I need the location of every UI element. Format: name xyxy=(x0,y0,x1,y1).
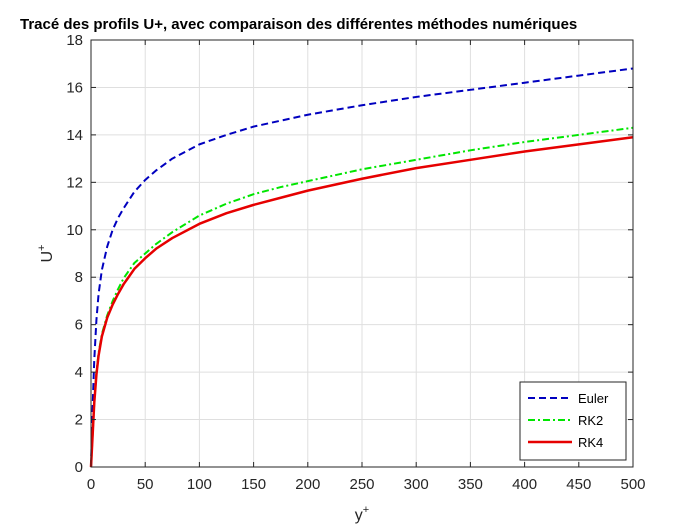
y-axis-label: U+ xyxy=(36,245,56,263)
legend-box xyxy=(519,381,627,461)
chart-title: Tracé des profils U+, avec comparaison d… xyxy=(20,16,578,33)
x-tick-label: 200 xyxy=(295,476,320,493)
y-tick-label: 14 xyxy=(66,127,83,144)
legend-label-euler: Euler xyxy=(578,391,609,406)
y-axis-label-text: U xyxy=(39,251,56,263)
x-tick-label: 250 xyxy=(349,476,374,493)
y-tick-label: 10 xyxy=(66,222,83,239)
y-axis-label-sup: + xyxy=(36,245,48,251)
y-tick-label: 8 xyxy=(75,269,83,286)
y-tick-label: 12 xyxy=(66,174,83,191)
x-tick-label: 100 xyxy=(187,476,212,493)
x-axis-label: y+ xyxy=(355,504,369,524)
legend-label-rk4: RK4 xyxy=(578,435,603,450)
y-tick-label: 4 xyxy=(75,364,83,381)
y-tick-label: 6 xyxy=(75,317,83,334)
x-tick-label: 400 xyxy=(512,476,537,493)
series-line-euler xyxy=(90,67,634,468)
x-tick-label: 0 xyxy=(87,476,95,493)
series-line-rk4 xyxy=(89,136,634,468)
x-axis-label-sup: + xyxy=(363,504,369,516)
y-tick-label: 0 xyxy=(75,459,83,476)
x-tick-label: 450 xyxy=(566,476,591,493)
ticks: 0 50 100 150 200 250 300 350 400 450 500 0 2 4 6 8 10 12 1… xyxy=(66,32,645,493)
x-axis-label-text: y xyxy=(355,507,363,524)
y-tick-label: 2 xyxy=(75,412,83,429)
legend: Euler RK2 RK4 xyxy=(519,381,627,461)
series-layer xyxy=(89,67,634,468)
y-tick-label: 18 xyxy=(66,32,83,49)
x-tick-label: 150 xyxy=(241,476,266,493)
x-tick-label: 500 xyxy=(620,476,645,493)
x-tick-label: 50 xyxy=(137,476,154,493)
y-tick-label: 16 xyxy=(66,79,83,96)
x-tick-label: 350 xyxy=(458,476,483,493)
legend-label-rk2: RK2 xyxy=(578,413,603,428)
x-tick-label: 300 xyxy=(404,476,429,493)
